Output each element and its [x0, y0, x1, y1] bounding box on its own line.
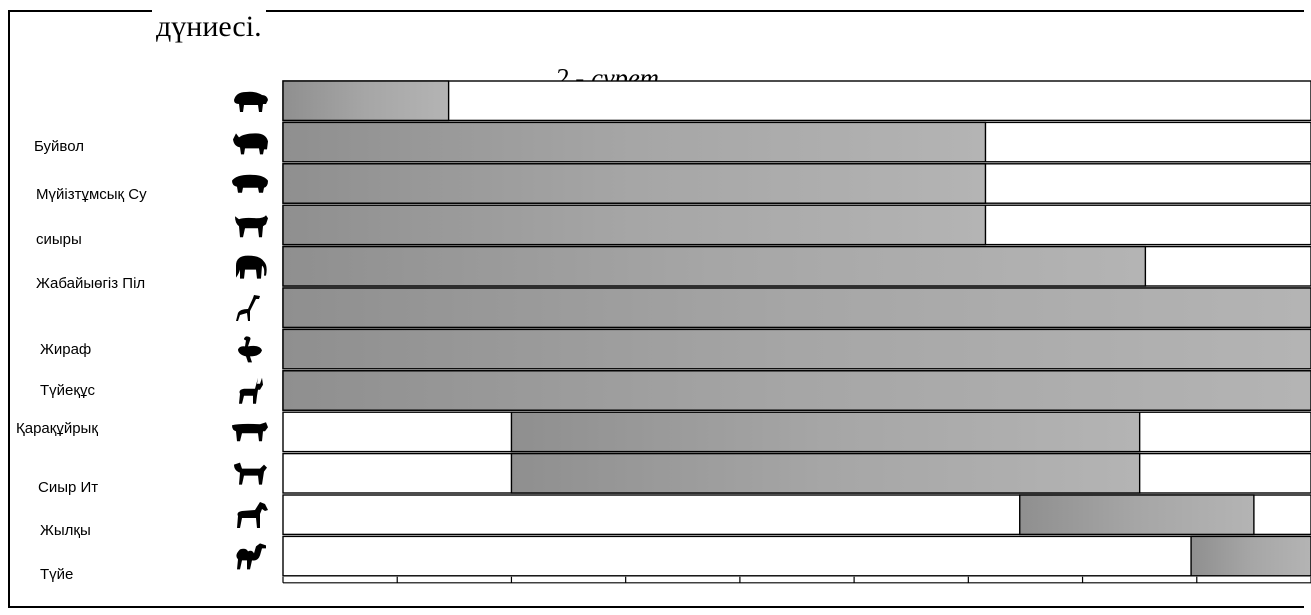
row-label-3: сиыры — [36, 231, 82, 248]
elephant-icon — [236, 255, 267, 279]
row-track — [282, 535, 1311, 577]
range-bar — [1190, 535, 1311, 577]
range-bar — [282, 163, 987, 204]
antelope-icon — [239, 377, 263, 404]
row-label-10: Түйе — [40, 566, 74, 583]
row-label-6: Түйеқұс — [40, 382, 95, 399]
bars-layer — [282, 80, 1311, 577]
range-bar — [282, 121, 987, 163]
range-bar — [282, 370, 1311, 411]
hippopotamus-icon — [232, 174, 268, 193]
horse-icon — [237, 502, 268, 528]
icons-layer — [232, 91, 268, 570]
row-label-7: Қарақұйрық — [16, 420, 98, 437]
row-label-4: Жабайыөгіз Піл — [36, 275, 146, 292]
range-bar — [282, 80, 450, 122]
bison-icon — [234, 91, 268, 112]
row-label-1: Буйвол — [34, 138, 84, 155]
dog-icon — [234, 462, 267, 485]
range-bar — [510, 411, 1141, 453]
x-axis — [282, 576, 1311, 584]
range-bar — [282, 204, 987, 246]
range-bar — [282, 245, 1147, 287]
range-bar — [282, 287, 1311, 329]
range-bar — [1019, 494, 1255, 536]
page-heading-fragment: дүниесі. — [152, 10, 266, 44]
wild-ox-icon — [235, 215, 268, 238]
ostrich-icon — [238, 336, 262, 363]
row-label-9: Жылқы — [40, 522, 91, 539]
row-track — [282, 80, 1311, 122]
range-bar — [282, 328, 1311, 370]
row-label-8: Сиыр Ит — [38, 479, 99, 496]
row-label-2: Мүйізтұмсық Су — [36, 186, 147, 203]
row-label-5: Жираф — [40, 341, 92, 358]
giraffe-icon — [236, 295, 260, 321]
rhinoceros-icon — [233, 133, 268, 155]
range-bar — [510, 452, 1141, 494]
cow-icon — [232, 422, 268, 442]
camel-icon — [236, 543, 266, 570]
figure-frame — [8, 10, 1304, 608]
